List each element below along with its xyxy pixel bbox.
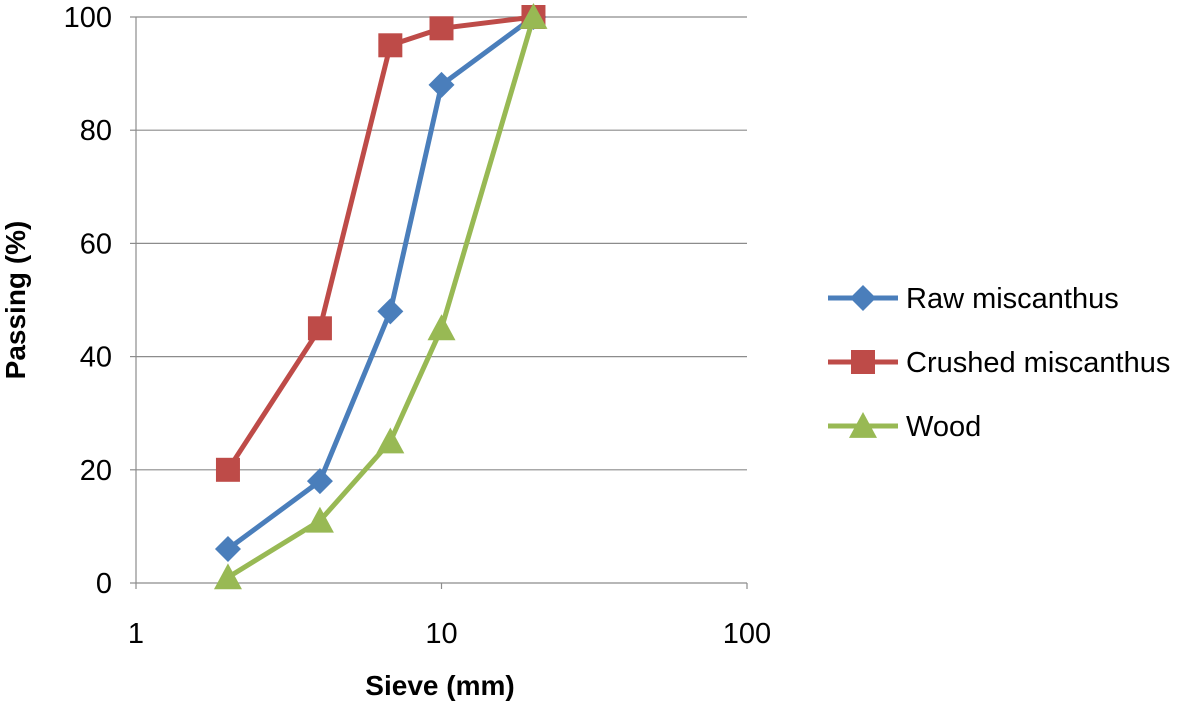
y-axis-title: Passing (%) <box>0 221 31 380</box>
legend-label: Raw miscanthus <box>906 283 1119 315</box>
data-point <box>428 71 455 98</box>
data-point <box>213 563 242 590</box>
series-wood <box>213 3 548 590</box>
legend-swatch-marker <box>849 412 877 438</box>
data-point <box>378 33 403 58</box>
legend: Raw miscanthus Crushed miscanthus Wood <box>828 283 1170 443</box>
x-tick-label: 10 <box>425 618 457 650</box>
y-tick-label: 20 <box>80 455 112 487</box>
legend-swatch-marker <box>850 285 876 311</box>
data-point <box>377 298 404 325</box>
series-crushed-miscanthus <box>215 5 546 482</box>
y-tick-label: 80 <box>80 115 112 147</box>
legend-item: Wood <box>828 411 981 443</box>
tick-labels: 0 20 40 60 80 100 1 10 100 <box>64 2 772 650</box>
data-point <box>519 3 548 29</box>
y-tick-label: 60 <box>80 228 112 260</box>
data-point <box>427 314 456 341</box>
data-point <box>429 16 454 41</box>
x-axis-title: Sieve (mm) <box>365 670 514 701</box>
data-point <box>306 468 333 495</box>
legend-label: Crushed miscanthus <box>906 347 1170 379</box>
y-tick-label: 40 <box>80 342 112 374</box>
series-line <box>226 16 536 580</box>
y-tick-label: 100 <box>64 2 112 34</box>
data-point <box>305 506 334 533</box>
data-point <box>376 427 405 454</box>
data-point <box>214 536 241 563</box>
x-tick-label: 1 <box>128 618 144 650</box>
legend-item: Raw miscanthus <box>828 283 1119 315</box>
legend-swatch-marker <box>851 350 875 374</box>
data-point <box>307 316 332 341</box>
series-group <box>213 3 548 590</box>
legend-label: Wood <box>906 411 981 443</box>
y-tick-label: 0 <box>96 568 112 600</box>
legend-item: Crushed miscanthus <box>828 347 1170 379</box>
x-tick-label: 100 <box>723 618 771 650</box>
data-point <box>215 457 240 482</box>
